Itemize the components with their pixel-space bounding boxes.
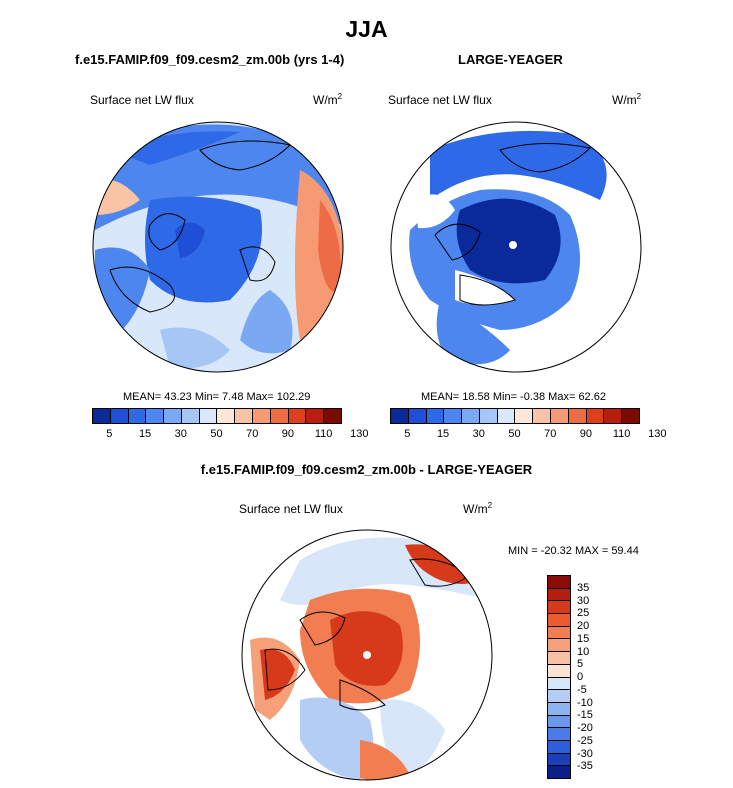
colorbar-swatch: [497, 409, 516, 423]
colorbar-swatch: [408, 409, 427, 423]
panel1-units: W/m2: [313, 92, 343, 107]
colorbar-tick-label: 70: [246, 428, 259, 440]
colorbar-swatch: [391, 409, 409, 423]
colorbar-swatch: [586, 409, 605, 423]
colorbar-swatch: [533, 409, 552, 423]
colorbar-tick-label: 10: [577, 645, 590, 658]
colorbar-swatch: [548, 652, 570, 665]
colorbar-tick-label: 5: [106, 428, 113, 440]
colorbar-tick-label: -30: [577, 747, 593, 760]
colorbar-tick-label: -5: [577, 683, 587, 696]
panel3-field: [242, 530, 492, 780]
colorbar-swatch: [444, 409, 463, 423]
colorbar-tick-label: -20: [577, 722, 593, 734]
colorbar-tick-label: -15: [577, 709, 593, 722]
colorbar-swatch: [548, 626, 570, 640]
panel2-pole-marker: [509, 241, 517, 249]
colorbar-tick-label: 20: [577, 620, 590, 632]
colorbar-swatch: [199, 409, 218, 423]
colorbar-tick-label: 15: [138, 428, 152, 440]
colorbar-swatch: [568, 409, 587, 423]
colorbar-swatch: [164, 409, 182, 423]
colorbar-swatch: [548, 677, 570, 691]
colorbar-swatch: [306, 409, 325, 423]
colorbar-tick-label: 90: [579, 428, 593, 440]
colorbar-swatch: [479, 409, 498, 423]
colorbar-swatch: [270, 409, 289, 423]
panel2-units: W/m2: [612, 92, 642, 107]
panel3-stats: MIN = -20.32 MAX = 59.44: [508, 545, 639, 557]
panel2-colorbar: [390, 408, 640, 424]
panel1-title: f.e15.FAMIP.f09_f09.cesm2_zm.00b (yrs 1-…: [75, 52, 345, 67]
colorbar-swatch: [548, 728, 570, 741]
colorbar-swatch: [548, 614, 570, 627]
panel3-colorbar: [547, 575, 571, 779]
colorbar-tick-label: 130: [648, 428, 667, 440]
colorbar-swatch: [128, 409, 147, 423]
colorbar-swatch: [604, 409, 623, 423]
colorbar-swatch: [324, 409, 341, 423]
panel2-title: LARGE-YEAGER: [458, 52, 563, 67]
colorbar-tick-label: 15: [577, 632, 590, 645]
colorbar-tick-label: 5: [577, 658, 584, 671]
panel3-title: f.e15.FAMIP.f09_f09.cesm2_zm.00b - LARGE…: [200, 462, 533, 477]
season-title: JJA: [345, 16, 388, 42]
colorbar-swatch: [288, 409, 307, 423]
colorbar-tick-label: 5: [404, 428, 411, 440]
colorbar-swatch: [462, 409, 480, 423]
colorbar-swatch: [548, 576, 570, 589]
panel1-colorbar: [92, 408, 342, 424]
colorbar-tick-label: 70: [544, 428, 557, 440]
colorbar-tick-label: 110: [612, 428, 631, 440]
panel2-map-border: [390, 121, 642, 373]
colorbar-swatch: [253, 409, 271, 423]
colorbar-tick-label: 15: [436, 428, 450, 440]
colorbar-tick-label: -25: [577, 734, 593, 747]
colorbar-tick-label: 35: [577, 581, 590, 594]
colorbar-swatch: [515, 409, 534, 423]
colorbar-swatch: [146, 409, 165, 423]
panel3-map-border: [241, 529, 493, 781]
colorbar-tick-label: 30: [472, 428, 485, 440]
panel3-units: W/m2: [463, 501, 493, 516]
colorbar-tick-label: -35: [577, 760, 593, 773]
panel3-variable-label: Surface net LW flux: [239, 502, 343, 516]
colorbar-tick-label: 30: [577, 594, 590, 607]
panel2-stats: MEAN= 18.58 Min= -0.38 Max= 62.62: [421, 391, 606, 403]
colorbar-swatch: [548, 690, 570, 703]
panel1-variable-label: Surface net LW flux: [90, 93, 194, 107]
colorbar-swatch: [548, 588, 570, 602]
colorbar-swatch: [93, 409, 111, 423]
colorbar-swatch: [235, 409, 254, 423]
colorbar-swatch: [622, 409, 639, 423]
colorbar-tick-label: 90: [281, 428, 295, 440]
colorbar-swatch: [548, 664, 570, 678]
colorbar-swatch: [548, 639, 570, 653]
panel1-map-border: [92, 121, 344, 373]
colorbar-swatch: [551, 409, 569, 423]
colorbar-swatch: [548, 753, 570, 767]
colorbar-swatch: [548, 715, 570, 729]
panel1-stats: MEAN= 43.23 Min= 7.48 Max= 102.29: [123, 391, 311, 403]
colorbar-swatch: [548, 601, 570, 615]
colorbar-tick-label: 130: [350, 428, 369, 440]
colorbar-tick-label: 110: [314, 428, 333, 440]
colorbar-swatch: [181, 409, 200, 423]
panel3-pole-marker: [363, 651, 371, 659]
colorbar-tick-label: 0: [577, 671, 584, 683]
colorbar-swatch: [548, 766, 570, 778]
colorbar-swatch: [548, 740, 570, 754]
colorbar-tick-label: 50: [508, 428, 521, 440]
colorbar-tick-label: 50: [210, 428, 223, 440]
colorbar-tick-label: 25: [577, 607, 590, 620]
colorbar-swatch: [426, 409, 445, 423]
colorbar-swatch: [217, 409, 236, 423]
colorbar-tick-label: -10: [577, 696, 593, 709]
colorbar-swatch: [110, 409, 129, 423]
colorbar-tick-label: 30: [174, 428, 187, 440]
panel2-variable-label: Surface net LW flux: [388, 93, 492, 107]
colorbar-swatch: [548, 702, 570, 716]
